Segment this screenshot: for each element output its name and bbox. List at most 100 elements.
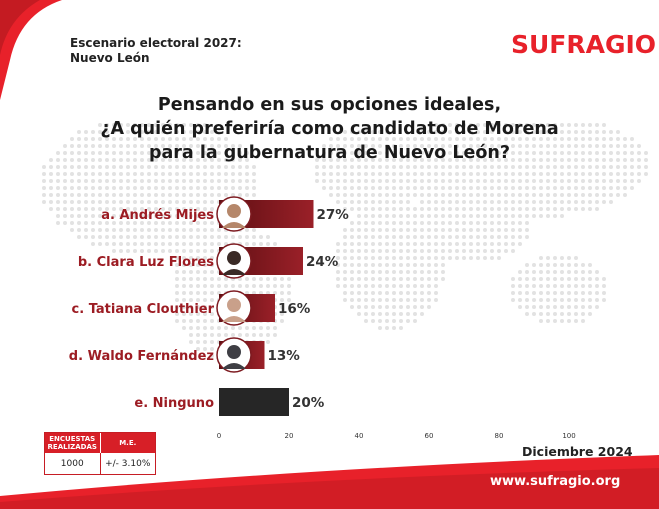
map-dot xyxy=(119,165,123,169)
map-dot xyxy=(616,186,620,190)
map-dot xyxy=(406,221,410,225)
map-dot xyxy=(196,165,200,169)
map-dot xyxy=(637,151,641,155)
map-dot xyxy=(525,137,529,141)
map-dot xyxy=(182,298,186,302)
map-dot xyxy=(364,179,368,183)
map-dot xyxy=(448,123,452,127)
map-dot xyxy=(588,130,592,134)
map-dot xyxy=(175,172,179,176)
map-dot xyxy=(518,298,522,302)
map-dot xyxy=(371,214,375,218)
map-dot xyxy=(133,144,137,148)
map-dot xyxy=(455,137,459,141)
map-dot xyxy=(483,200,487,204)
map-dot xyxy=(546,291,550,295)
map-dot xyxy=(490,249,494,253)
map-dot xyxy=(406,263,410,267)
map-dot xyxy=(217,172,221,176)
map-dot xyxy=(602,144,606,148)
map-dot xyxy=(385,312,389,316)
map-dot xyxy=(56,214,60,218)
map-dot xyxy=(511,179,515,183)
map-dot xyxy=(161,137,165,141)
map-dot xyxy=(455,228,459,232)
map-dot xyxy=(210,298,214,302)
map-dot xyxy=(357,172,361,176)
map-dot xyxy=(140,172,144,176)
x-tick-label: 20 xyxy=(285,432,294,440)
map-dot xyxy=(462,242,466,246)
website-link[interactable]: www.sufragio.org xyxy=(490,474,621,489)
map-dot xyxy=(364,221,368,225)
map-dot xyxy=(532,193,536,197)
map-dot xyxy=(273,284,277,288)
map-dot xyxy=(147,137,151,141)
map-dot xyxy=(119,235,123,239)
map-dot xyxy=(203,270,207,274)
map-dot xyxy=(420,144,424,148)
map-dot xyxy=(231,284,235,288)
map-dot xyxy=(406,158,410,162)
map-dot xyxy=(371,291,375,295)
map-dot xyxy=(420,179,424,183)
map-dot xyxy=(574,137,578,141)
map-dot xyxy=(112,172,116,176)
map-dot xyxy=(161,242,165,246)
map-dot xyxy=(448,130,452,134)
map-dot xyxy=(182,305,186,309)
map-dot xyxy=(70,144,74,148)
map-dot xyxy=(154,214,158,218)
map-dot xyxy=(441,144,445,148)
map-dot xyxy=(525,298,529,302)
map-dot xyxy=(98,179,102,183)
map-dot xyxy=(182,151,186,155)
map-dot xyxy=(91,179,95,183)
map-dot xyxy=(175,235,179,239)
map-dot xyxy=(259,333,263,337)
map-dot xyxy=(168,130,172,134)
map-dot xyxy=(434,172,438,176)
map-dot xyxy=(182,235,186,239)
map-dot xyxy=(364,130,368,134)
map-dot xyxy=(189,179,193,183)
map-dot xyxy=(448,242,452,246)
map-dot xyxy=(238,284,242,288)
map-dot xyxy=(574,277,578,281)
map-dot xyxy=(210,312,214,316)
map-dot xyxy=(469,207,473,211)
map-dot xyxy=(105,242,109,246)
map-dot xyxy=(644,158,648,162)
map-dot xyxy=(210,354,214,358)
map-dot xyxy=(532,137,536,141)
map-dot xyxy=(147,172,151,176)
map-dot xyxy=(511,214,515,218)
map-dot xyxy=(112,165,116,169)
map-dot xyxy=(427,228,431,232)
map-dot xyxy=(133,228,137,232)
map-dot xyxy=(539,144,543,148)
map-dot xyxy=(140,214,144,218)
map-dot xyxy=(336,172,340,176)
map-dot xyxy=(224,333,228,337)
map-dot xyxy=(196,312,200,316)
map-dot xyxy=(287,291,291,295)
map-dot xyxy=(434,263,438,267)
map-dot xyxy=(140,200,144,204)
map-dot xyxy=(532,277,536,281)
map-dot xyxy=(532,263,536,267)
map-dot xyxy=(147,200,151,204)
map-dot xyxy=(581,207,585,211)
map-dot xyxy=(623,172,627,176)
map-dot xyxy=(567,130,571,134)
map-dot xyxy=(343,270,347,274)
map-dot xyxy=(483,242,487,246)
map-dot xyxy=(525,144,529,148)
map-dot xyxy=(336,193,340,197)
map-dot xyxy=(399,137,403,141)
map-dot xyxy=(203,298,207,302)
map-dot xyxy=(336,144,340,148)
map-dot xyxy=(476,228,480,232)
map-dot xyxy=(581,263,585,267)
map-dot xyxy=(546,298,550,302)
